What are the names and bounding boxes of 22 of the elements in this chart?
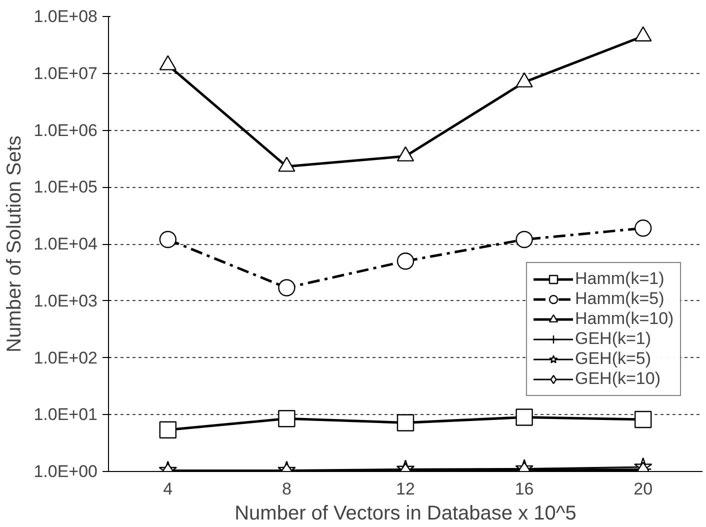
x-tick-label: 8	[282, 480, 292, 498]
y-tick-label: 1.0E+04	[34, 234, 98, 254]
y-tick-label: 1.0E+05	[34, 178, 98, 197]
legend-label: Hamm(k=10)	[575, 309, 674, 329]
y-tick-label: 1.0E+08	[34, 7, 98, 26]
y-tick-label: 1.0E+01	[34, 405, 98, 424]
y-tick-label: 1.0E+03	[34, 291, 98, 310]
y-tick-label: 1.0E+00	[34, 462, 98, 481]
x-tick-label: 4	[163, 480, 173, 498]
x-tick-label: 20	[634, 480, 653, 498]
y-tick-label: 1.0E+07	[34, 64, 98, 83]
x-axis-title: Number of Vectors in Database x 10^5	[234, 502, 576, 524]
y-axis-title: Number of Solution Sets	[4, 136, 26, 352]
x-tick-label: 12	[396, 480, 415, 498]
legend-label: GEH(k=1)	[575, 329, 652, 349]
y-tick-label: 1.0E+06	[34, 120, 98, 140]
legend-label: Hamm(k=5)	[575, 289, 664, 309]
x-tick-label: 16	[514, 480, 534, 498]
legend-label: Hamm(k=1)	[575, 269, 664, 289]
legend-label: GEH(k=10)	[575, 369, 660, 389]
legend-label: GEH(k=5)	[575, 349, 652, 369]
y-tick-label: 1.0E+02	[34, 348, 98, 368]
